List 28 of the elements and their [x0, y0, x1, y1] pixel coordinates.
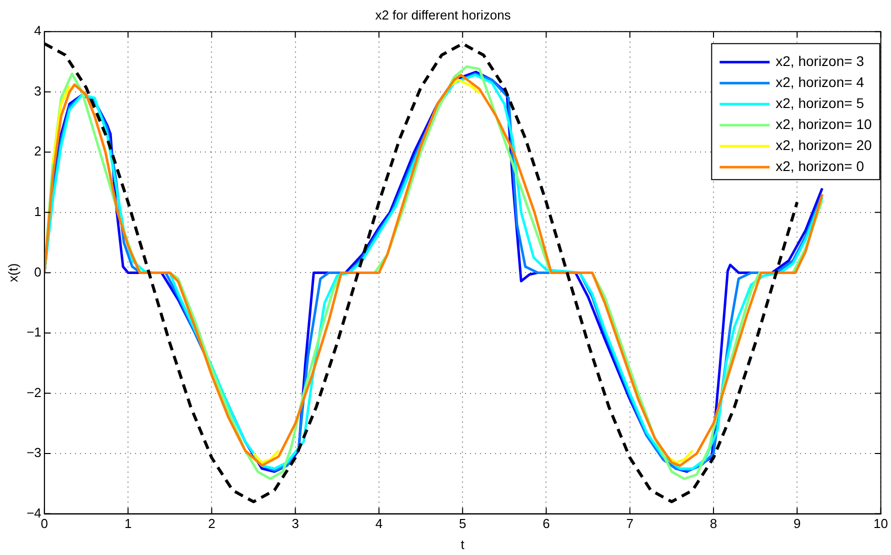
x-tick-label: 5	[458, 516, 466, 532]
legend-label: x2, horizon= 4	[776, 74, 864, 90]
y-tick-label: −3	[26, 445, 42, 460]
legend-label: x2, horizon= 10	[776, 116, 872, 132]
y-tick-label: 4	[34, 23, 42, 38]
y-tick-label: −1	[26, 324, 42, 340]
y-tick-label: 1	[34, 204, 42, 220]
chart-title: x2 for different horizons	[375, 7, 512, 22]
legend-label: x2, horizon= 5	[776, 94, 864, 111]
y-tick-label: −4	[26, 505, 42, 520]
x-tick-label: 9	[794, 516, 801, 532]
legend-label: x2, horizon= 20	[776, 136, 872, 153]
x-tick-label: 3	[292, 516, 299, 532]
y-axis-title: x(t)	[5, 263, 20, 282]
x-tick-label: 7	[626, 516, 634, 532]
y-tick-label: 2	[34, 144, 42, 159]
x-tick-label: 4	[375, 516, 383, 532]
x-tick-label: 6	[542, 516, 550, 532]
x-tick-label: 2	[208, 516, 216, 532]
x-tick-label: 8	[710, 516, 718, 532]
legend-label: x2, horizon= 3	[776, 52, 864, 69]
y-tick-label: 0	[34, 264, 42, 280]
y-tick-label: 3	[34, 83, 42, 98]
x-axis-title: t	[460, 536, 465, 552]
y-tick-label: −2	[26, 384, 42, 400]
x-tick-label: 10	[874, 516, 888, 532]
legend-label: x2, horizon= 0	[776, 158, 864, 174]
x-tick-label: 1	[124, 516, 132, 532]
